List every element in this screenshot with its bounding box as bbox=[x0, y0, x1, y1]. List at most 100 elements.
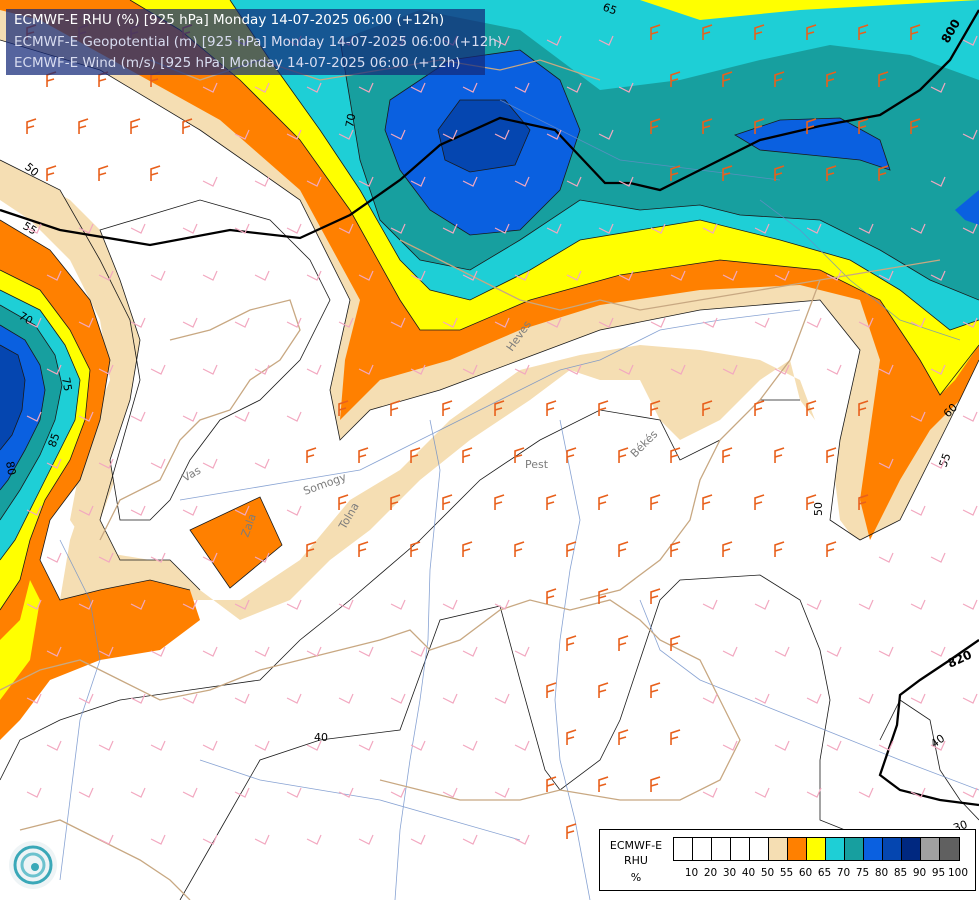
legend-ticks: 10 20 30 40 50 55 60 65 70 75 80 85 90 95 100 bbox=[673, 867, 968, 879]
wind-barb bbox=[910, 317, 926, 328]
wind-barb bbox=[442, 400, 453, 416]
wind-barb bbox=[78, 411, 94, 422]
wind-barb bbox=[910, 505, 926, 516]
wind-barb bbox=[182, 118, 193, 134]
wind-barb bbox=[650, 223, 666, 234]
wind-barb bbox=[182, 317, 198, 328]
wind-barb bbox=[234, 317, 250, 328]
legend-tick-label: 55 bbox=[779, 867, 794, 879]
wind-barb bbox=[806, 24, 817, 40]
wind-barb bbox=[858, 317, 874, 328]
legend-tick-label: 40 bbox=[741, 867, 756, 879]
wind-barb bbox=[130, 223, 146, 234]
wind-barb bbox=[358, 541, 369, 557]
wind-barb bbox=[338, 787, 354, 798]
legend-tick-label: 70 bbox=[836, 867, 851, 879]
wind-barb bbox=[670, 541, 681, 557]
wind-barb bbox=[202, 364, 218, 375]
wind-barb bbox=[390, 494, 401, 510]
wind-barb bbox=[358, 176, 374, 187]
legend-swatch bbox=[826, 838, 845, 860]
wind-barb bbox=[150, 646, 166, 657]
wind-barb bbox=[962, 693, 978, 704]
wind-barb bbox=[722, 165, 733, 181]
wind-barb bbox=[338, 400, 349, 416]
wind-barb bbox=[202, 458, 218, 469]
wind-barb bbox=[234, 223, 250, 234]
wind-barb bbox=[442, 317, 458, 328]
wind-barb bbox=[358, 270, 374, 281]
wind-barb bbox=[306, 447, 317, 463]
wind-barb bbox=[598, 35, 614, 46]
wind-barb bbox=[494, 400, 505, 416]
wind-barb bbox=[306, 834, 322, 845]
wind-barb bbox=[910, 787, 926, 798]
wind-barb bbox=[598, 223, 614, 234]
wind-barb bbox=[286, 693, 302, 704]
wind-barb bbox=[598, 400, 609, 416]
wind-barb bbox=[962, 599, 978, 610]
wind-barb bbox=[774, 447, 785, 463]
legend-swatch bbox=[788, 838, 807, 860]
wind-barb bbox=[806, 787, 822, 798]
wind-barb bbox=[514, 447, 525, 463]
legend-swatch bbox=[769, 838, 788, 860]
wind-barb bbox=[390, 223, 406, 234]
wind-barb bbox=[390, 787, 406, 798]
wind-barb bbox=[514, 364, 530, 375]
wind-barb bbox=[722, 71, 733, 87]
wind-barb bbox=[338, 223, 354, 234]
legend-swatch bbox=[883, 838, 902, 860]
contour-label: 55 bbox=[21, 219, 40, 237]
legend-swatch bbox=[712, 838, 731, 860]
wind-barb bbox=[670, 165, 681, 181]
wind-barb bbox=[826, 740, 842, 751]
wind-barb bbox=[46, 552, 62, 563]
wind-barb bbox=[462, 646, 478, 657]
wind-barb bbox=[722, 270, 738, 281]
wind-barb bbox=[390, 599, 406, 610]
wind-barb bbox=[130, 317, 146, 328]
wind-barb bbox=[754, 787, 770, 798]
wind-barb bbox=[598, 494, 609, 510]
wind-barb bbox=[618, 176, 634, 187]
wind-barb bbox=[182, 599, 198, 610]
wind-barb bbox=[286, 317, 302, 328]
wind-barb bbox=[878, 364, 894, 375]
wind-barb bbox=[358, 447, 369, 463]
wind-barb bbox=[286, 411, 302, 422]
wind-barb bbox=[306, 176, 322, 187]
wind-barb bbox=[878, 71, 889, 87]
wind-barb bbox=[806, 693, 822, 704]
wind-barb bbox=[234, 787, 250, 798]
wind-barb bbox=[410, 364, 426, 375]
legend-swatch bbox=[921, 838, 940, 860]
wind-barb bbox=[878, 646, 894, 657]
wind-barb bbox=[442, 494, 453, 510]
legend-tick-label: 80 bbox=[874, 867, 889, 879]
legend-swatch bbox=[902, 838, 921, 860]
wind-barb bbox=[494, 223, 510, 234]
contour-label: 40 bbox=[314, 731, 328, 744]
wind-barb bbox=[598, 776, 609, 792]
wind-barb bbox=[98, 270, 114, 281]
contour-label: 65 bbox=[601, 1, 619, 18]
wind-barb bbox=[806, 118, 817, 134]
wind-barb bbox=[410, 646, 426, 657]
wind-barb bbox=[826, 364, 842, 375]
wind-barb bbox=[514, 740, 530, 751]
wind-barb bbox=[390, 693, 406, 704]
wind-barb bbox=[306, 270, 322, 281]
title-wind: ECMWF-E Wind (m/s) [925 hPa] Monday 14-0… bbox=[14, 55, 461, 71]
wind-barb bbox=[78, 787, 94, 798]
wind-barb bbox=[598, 588, 609, 604]
wind-barb bbox=[910, 599, 926, 610]
wind-barb bbox=[442, 223, 458, 234]
wind-barb bbox=[234, 129, 250, 140]
wind-barb bbox=[774, 740, 790, 751]
wind-barb bbox=[910, 411, 926, 422]
legend-swatches bbox=[673, 837, 960, 861]
wind-barb bbox=[754, 223, 770, 234]
wind-barb bbox=[754, 599, 770, 610]
wind-barb bbox=[130, 118, 141, 134]
